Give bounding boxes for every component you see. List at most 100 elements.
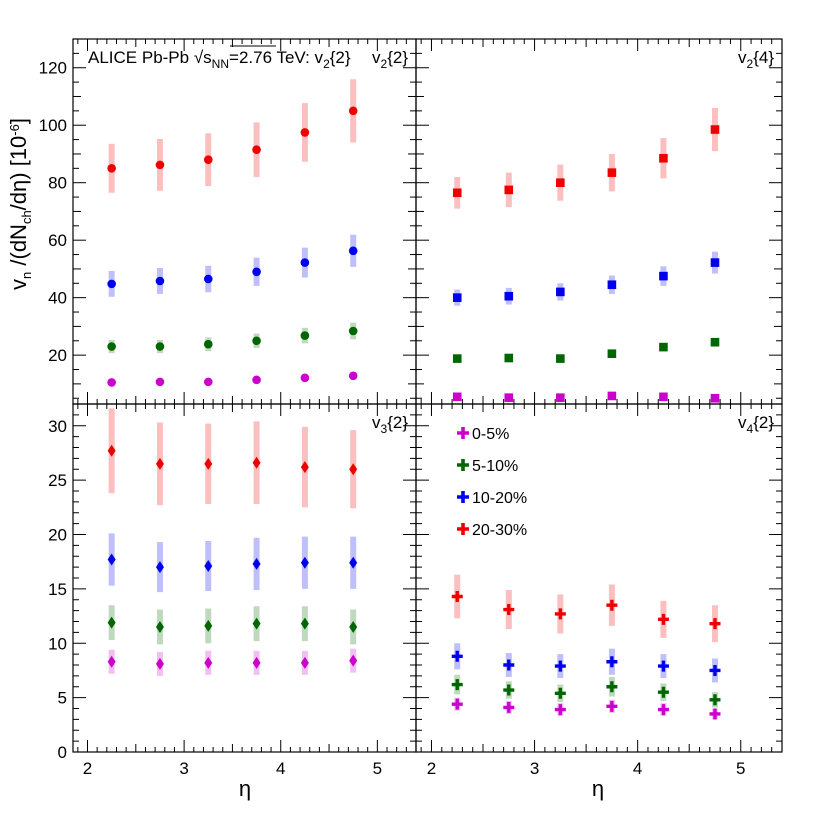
data-point	[348, 371, 358, 381]
legend-label: 5-10%	[472, 458, 518, 475]
panel-label-base: v	[738, 48, 747, 67]
ylabel-tail: /dη) [10	[6, 136, 31, 211]
data-point	[155, 276, 165, 286]
series-20-30%	[107, 408, 358, 509]
data-point	[348, 326, 358, 336]
panel-label: v3{2}	[372, 413, 408, 436]
panel-label-base: v	[372, 48, 381, 67]
series-10-20%	[107, 234, 358, 297]
data-point	[203, 274, 213, 284]
x-tick-label: 4	[633, 759, 642, 778]
data-point	[556, 287, 565, 297]
ylabel-ch-sub: ch	[19, 210, 34, 224]
series-10-20%	[452, 251, 720, 306]
panel-frame	[72, 38, 417, 405]
data-point	[503, 659, 515, 671]
data-point	[107, 342, 116, 351]
data-point	[155, 160, 165, 170]
x-tick-label: 2	[83, 759, 92, 778]
legend-marker	[457, 491, 469, 503]
data-point	[606, 681, 618, 693]
title-sqrt-sign: √	[194, 48, 204, 67]
data-point	[155, 620, 164, 633]
data-point	[659, 153, 668, 163]
data-point	[503, 604, 515, 616]
series-10-20%	[107, 533, 358, 593]
panel-label: v4{2}	[738, 413, 774, 436]
ylabel-v-sub: n	[19, 272, 34, 279]
title-suffix: =2.76 TeV: v	[229, 48, 324, 67]
data-point	[300, 461, 309, 474]
data-point	[554, 608, 566, 620]
y-tick-label: 5	[58, 689, 67, 708]
panel-label-base: v	[738, 413, 747, 432]
x-axis-title: η	[239, 776, 251, 801]
data-point	[252, 267, 261, 277]
data-layer	[107, 79, 721, 720]
data-point	[451, 698, 463, 710]
data-point	[554, 687, 566, 699]
data-point	[554, 704, 566, 716]
ylabel-exp: -6	[7, 124, 22, 136]
data-point	[300, 258, 310, 267]
data-point	[710, 258, 720, 267]
y-tick-label: 120	[39, 59, 67, 78]
legend-marker	[457, 523, 469, 535]
legend-marker	[457, 459, 469, 471]
x-tick-label: 4	[276, 759, 285, 778]
series-0-5%	[452, 391, 720, 403]
data-point	[657, 704, 669, 716]
data-point	[556, 393, 565, 402]
ylabel-mid: /(dN	[6, 224, 31, 272]
data-point	[300, 373, 310, 383]
data-point	[349, 556, 358, 569]
data-point	[107, 164, 116, 173]
legend-label: 10-20%	[472, 490, 527, 507]
series-10-20%	[451, 643, 721, 683]
data-point	[155, 561, 164, 574]
data-point	[252, 145, 261, 154]
y-tick-label: 40	[48, 289, 67, 308]
legend-label: 20-30%	[472, 522, 527, 539]
x-tick-label: 3	[179, 759, 188, 778]
x-tick-label: 5	[373, 759, 382, 778]
data-point	[348, 106, 358, 116]
data-point	[607, 168, 617, 177]
y-tick-label: 80	[48, 174, 67, 193]
ylabel-v: v	[6, 279, 31, 290]
data-point	[155, 457, 164, 470]
data-point	[203, 155, 213, 165]
data-point	[554, 660, 566, 672]
data-point	[657, 686, 669, 698]
series-20-30%	[451, 574, 721, 643]
series-20-30%	[107, 79, 358, 193]
panel-frame	[415, 403, 783, 753]
data-point	[606, 656, 618, 668]
data-point	[203, 377, 213, 387]
data-point	[300, 128, 310, 137]
series-5-10%	[107, 605, 358, 645]
panel-label-sub: 4	[747, 422, 754, 436]
chart-title: ALICE Pb-Pb √sNN=2.76 TeV: v2{2}	[88, 48, 351, 71]
data-point	[155, 377, 165, 387]
y-tick-label: 10	[48, 634, 67, 653]
y-tick-label: 20	[48, 526, 67, 545]
data-point	[300, 656, 309, 669]
title-v-tail: {2}	[330, 48, 351, 67]
panel-label: v2{2}	[372, 48, 408, 71]
data-point	[504, 353, 514, 363]
panel-frame	[415, 38, 783, 405]
data-point	[300, 617, 309, 630]
panel-label-sub: 2	[747, 57, 754, 71]
y-tick-label: 60	[48, 231, 67, 250]
data-point	[556, 178, 565, 188]
data-point	[107, 279, 116, 289]
data-point	[204, 560, 213, 573]
panel-label-sub: 3	[381, 422, 388, 436]
data-point	[709, 708, 721, 720]
title-v-sub: 2	[323, 57, 330, 71]
data-point	[451, 590, 463, 602]
x-tick-label: 2	[427, 759, 436, 778]
data-point	[556, 354, 565, 363]
